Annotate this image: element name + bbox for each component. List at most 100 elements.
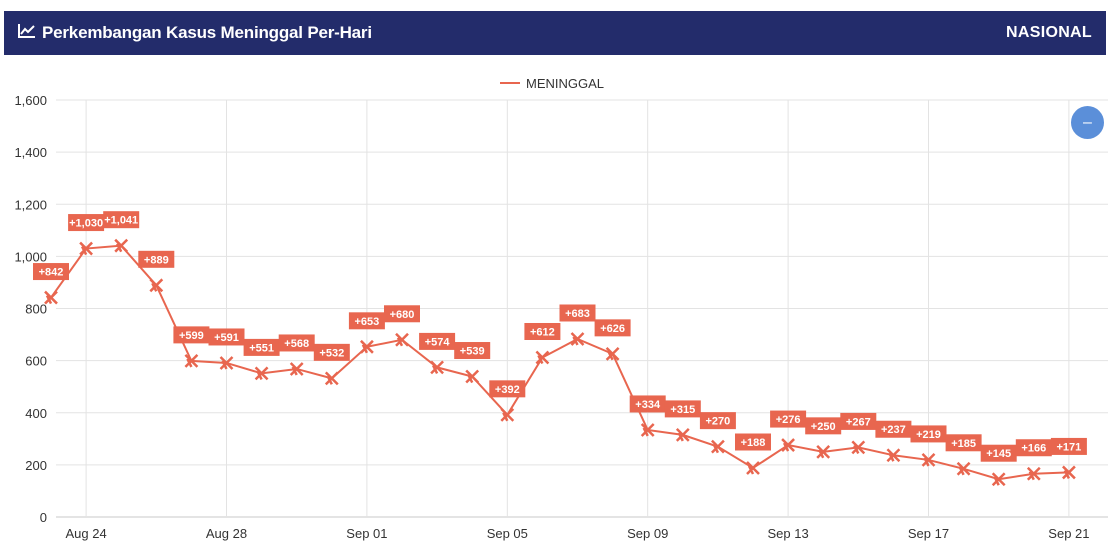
- data-point[interactable]: [289, 362, 304, 376]
- data-label: +591: [214, 332, 239, 344]
- data-point[interactable]: [746, 461, 760, 475]
- region-badge[interactable]: NASIONAL: [1006, 24, 1092, 41]
- data-label-box: [875, 420, 912, 438]
- data-point[interactable]: [79, 241, 93, 256]
- line-chart: 0 200 400 600 800 1,000 1,200 1,400 1,600 Aug 24 A…: [14, 76, 1108, 541]
- data-label: +680: [390, 309, 415, 321]
- data-point[interactable]: [675, 428, 690, 442]
- x-tick-label: Sep 05: [487, 526, 528, 541]
- data-label: +276: [776, 414, 801, 426]
- data-label-box: [384, 305, 420, 323]
- y-tick-label: 600: [25, 354, 47, 369]
- data-point[interactable]: [851, 440, 866, 455]
- data-label: +166: [1021, 443, 1046, 455]
- data-label-box: [945, 434, 982, 452]
- x-tick-label: Sep 09: [627, 526, 668, 541]
- legend-label[interactable]: MENINGGAL: [526, 76, 604, 91]
- data-label: +574: [425, 336, 451, 348]
- data-point[interactable]: [324, 371, 339, 386]
- data-point[interactable]: [991, 472, 1006, 487]
- point-marker: [114, 238, 129, 253]
- data-point[interactable]: [1026, 466, 1041, 481]
- data-label-box: [173, 326, 210, 344]
- data-label-box: [699, 412, 736, 430]
- x-tick-label: Sep 01: [346, 526, 387, 541]
- data-label: +653: [355, 316, 380, 328]
- line-chart-icon: [18, 23, 36, 44]
- data-label-box: [1015, 439, 1052, 457]
- point-marker: [219, 356, 234, 370]
- data-point[interactable]: [781, 438, 795, 452]
- data-point[interactable]: [1062, 465, 1076, 480]
- point-marker: [956, 461, 971, 476]
- data-point[interactable]: [360, 339, 374, 354]
- x-tick-label: Aug 28: [206, 526, 247, 541]
- point-marker: [851, 440, 866, 455]
- data-label-box: [454, 342, 491, 360]
- data-point[interactable]: [149, 278, 164, 293]
- data-point[interactable]: [886, 448, 901, 463]
- data-label: +683: [565, 308, 590, 320]
- data-label-box: [243, 338, 280, 356]
- data-point[interactable]: [640, 423, 655, 437]
- data-label-box: [594, 319, 631, 337]
- data-point[interactable]: [114, 238, 129, 253]
- data-point[interactable]: [816, 444, 831, 459]
- point-marker: [184, 354, 199, 368]
- point-marker: [149, 278, 164, 293]
- series-line: [50, 244, 1069, 481]
- y-tick-label: 400: [25, 406, 47, 421]
- data-label: +188: [741, 437, 766, 449]
- data-point[interactable]: [956, 461, 971, 476]
- data-label: +842: [39, 267, 64, 279]
- point-marker: [324, 371, 339, 386]
- point-marker: [640, 423, 655, 437]
- data-label-box: [348, 312, 385, 330]
- data-label-box: [278, 334, 315, 352]
- title-wrap: Perkembangan Kasus Meninggal Per-Hari: [18, 23, 372, 44]
- data-point[interactable]: [500, 407, 515, 422]
- point-marker: [886, 448, 901, 463]
- point-marker: [921, 453, 936, 467]
- data-point[interactable]: [465, 369, 480, 384]
- data-label: +551: [249, 342, 274, 354]
- point-marker: [430, 360, 444, 375]
- data-point[interactable]: [430, 360, 444, 375]
- point-marker: [500, 407, 515, 422]
- point-marker: [1026, 466, 1041, 481]
- data-point[interactable]: [254, 366, 269, 381]
- data-label-box: [1050, 437, 1087, 455]
- data-label: +532: [319, 347, 344, 359]
- data-label: +267: [846, 416, 871, 428]
- data-label-box: [805, 417, 842, 435]
- zoom-out-button[interactable]: –: [1071, 106, 1104, 139]
- data-label-box: [103, 211, 140, 229]
- x-tick-label: Sep 21: [1048, 526, 1089, 541]
- data-label-box: [770, 410, 807, 428]
- data-label-box: [664, 400, 701, 418]
- data-point[interactable]: [535, 350, 550, 365]
- y-tick-label: 800: [25, 302, 47, 317]
- point-marker: [605, 346, 620, 361]
- y-tick-label: 1,400: [14, 145, 47, 160]
- data-label-box: [629, 395, 666, 413]
- data-point[interactable]: [570, 332, 585, 346]
- data-point[interactable]: [605, 346, 620, 361]
- data-label-box: [68, 214, 105, 232]
- data-point[interactable]: [44, 290, 58, 305]
- data-point[interactable]: [395, 332, 409, 347]
- point-marker: [289, 362, 304, 376]
- x-tick-label: Aug 24: [65, 526, 106, 541]
- data-point[interactable]: [711, 439, 725, 454]
- data-label: +315: [670, 404, 695, 416]
- point-marker: [675, 428, 690, 442]
- data-label: +250: [811, 421, 836, 433]
- point-marker: [360, 339, 374, 354]
- y-tick-label: 200: [25, 458, 47, 473]
- data-label: +145: [986, 448, 1011, 460]
- data-point[interactable]: [184, 354, 199, 368]
- data-point[interactable]: [921, 453, 936, 467]
- point-marker: [395, 332, 409, 347]
- data-point[interactable]: [219, 356, 234, 370]
- point-marker: [465, 369, 480, 384]
